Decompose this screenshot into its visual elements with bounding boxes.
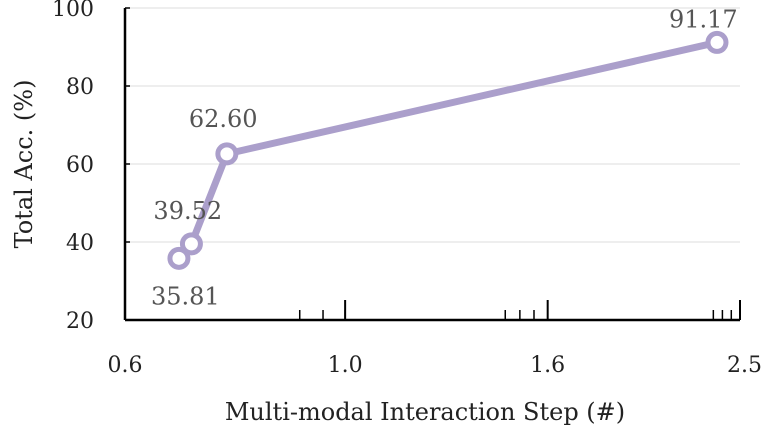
x-tick-label-2: 1.6 xyxy=(530,353,565,378)
x-tick-label-3: 2.5 xyxy=(727,353,762,378)
y-tick-label-2: 60 xyxy=(66,153,94,178)
x-tick-label-0: 0.6 xyxy=(108,353,143,378)
data-label-3: 91.17 xyxy=(669,5,738,33)
data-point-1 xyxy=(179,232,203,256)
series-group: 35.81 39.52 62.60 91.17 xyxy=(151,5,738,310)
data-point-0 xyxy=(167,246,191,270)
y-axis-title: Total Acc. (%) xyxy=(10,80,38,249)
x-tick-label-1: 1.0 xyxy=(328,353,363,378)
y-tick-label-3: 80 xyxy=(66,75,94,100)
data-point-3 xyxy=(705,30,729,54)
data-label-0: 35.81 xyxy=(151,282,220,310)
y-tick-label-4: 100 xyxy=(52,0,94,22)
series-line-0 xyxy=(175,38,721,262)
x-ticks: 0.6 1.0 1.6 2.5 xyxy=(108,300,762,378)
data-label-1: 39.52 xyxy=(153,197,222,225)
y-tick-label-0: 20 xyxy=(66,309,94,334)
y-tick-label-1: 40 xyxy=(66,231,94,256)
data-label-2: 62.60 xyxy=(189,105,258,133)
y-ticks: 20 40 60 80 100 xyxy=(52,0,130,334)
data-point-2 xyxy=(215,142,239,166)
x-axis-title: Multi-modal Interaction Step (#) xyxy=(225,398,625,426)
